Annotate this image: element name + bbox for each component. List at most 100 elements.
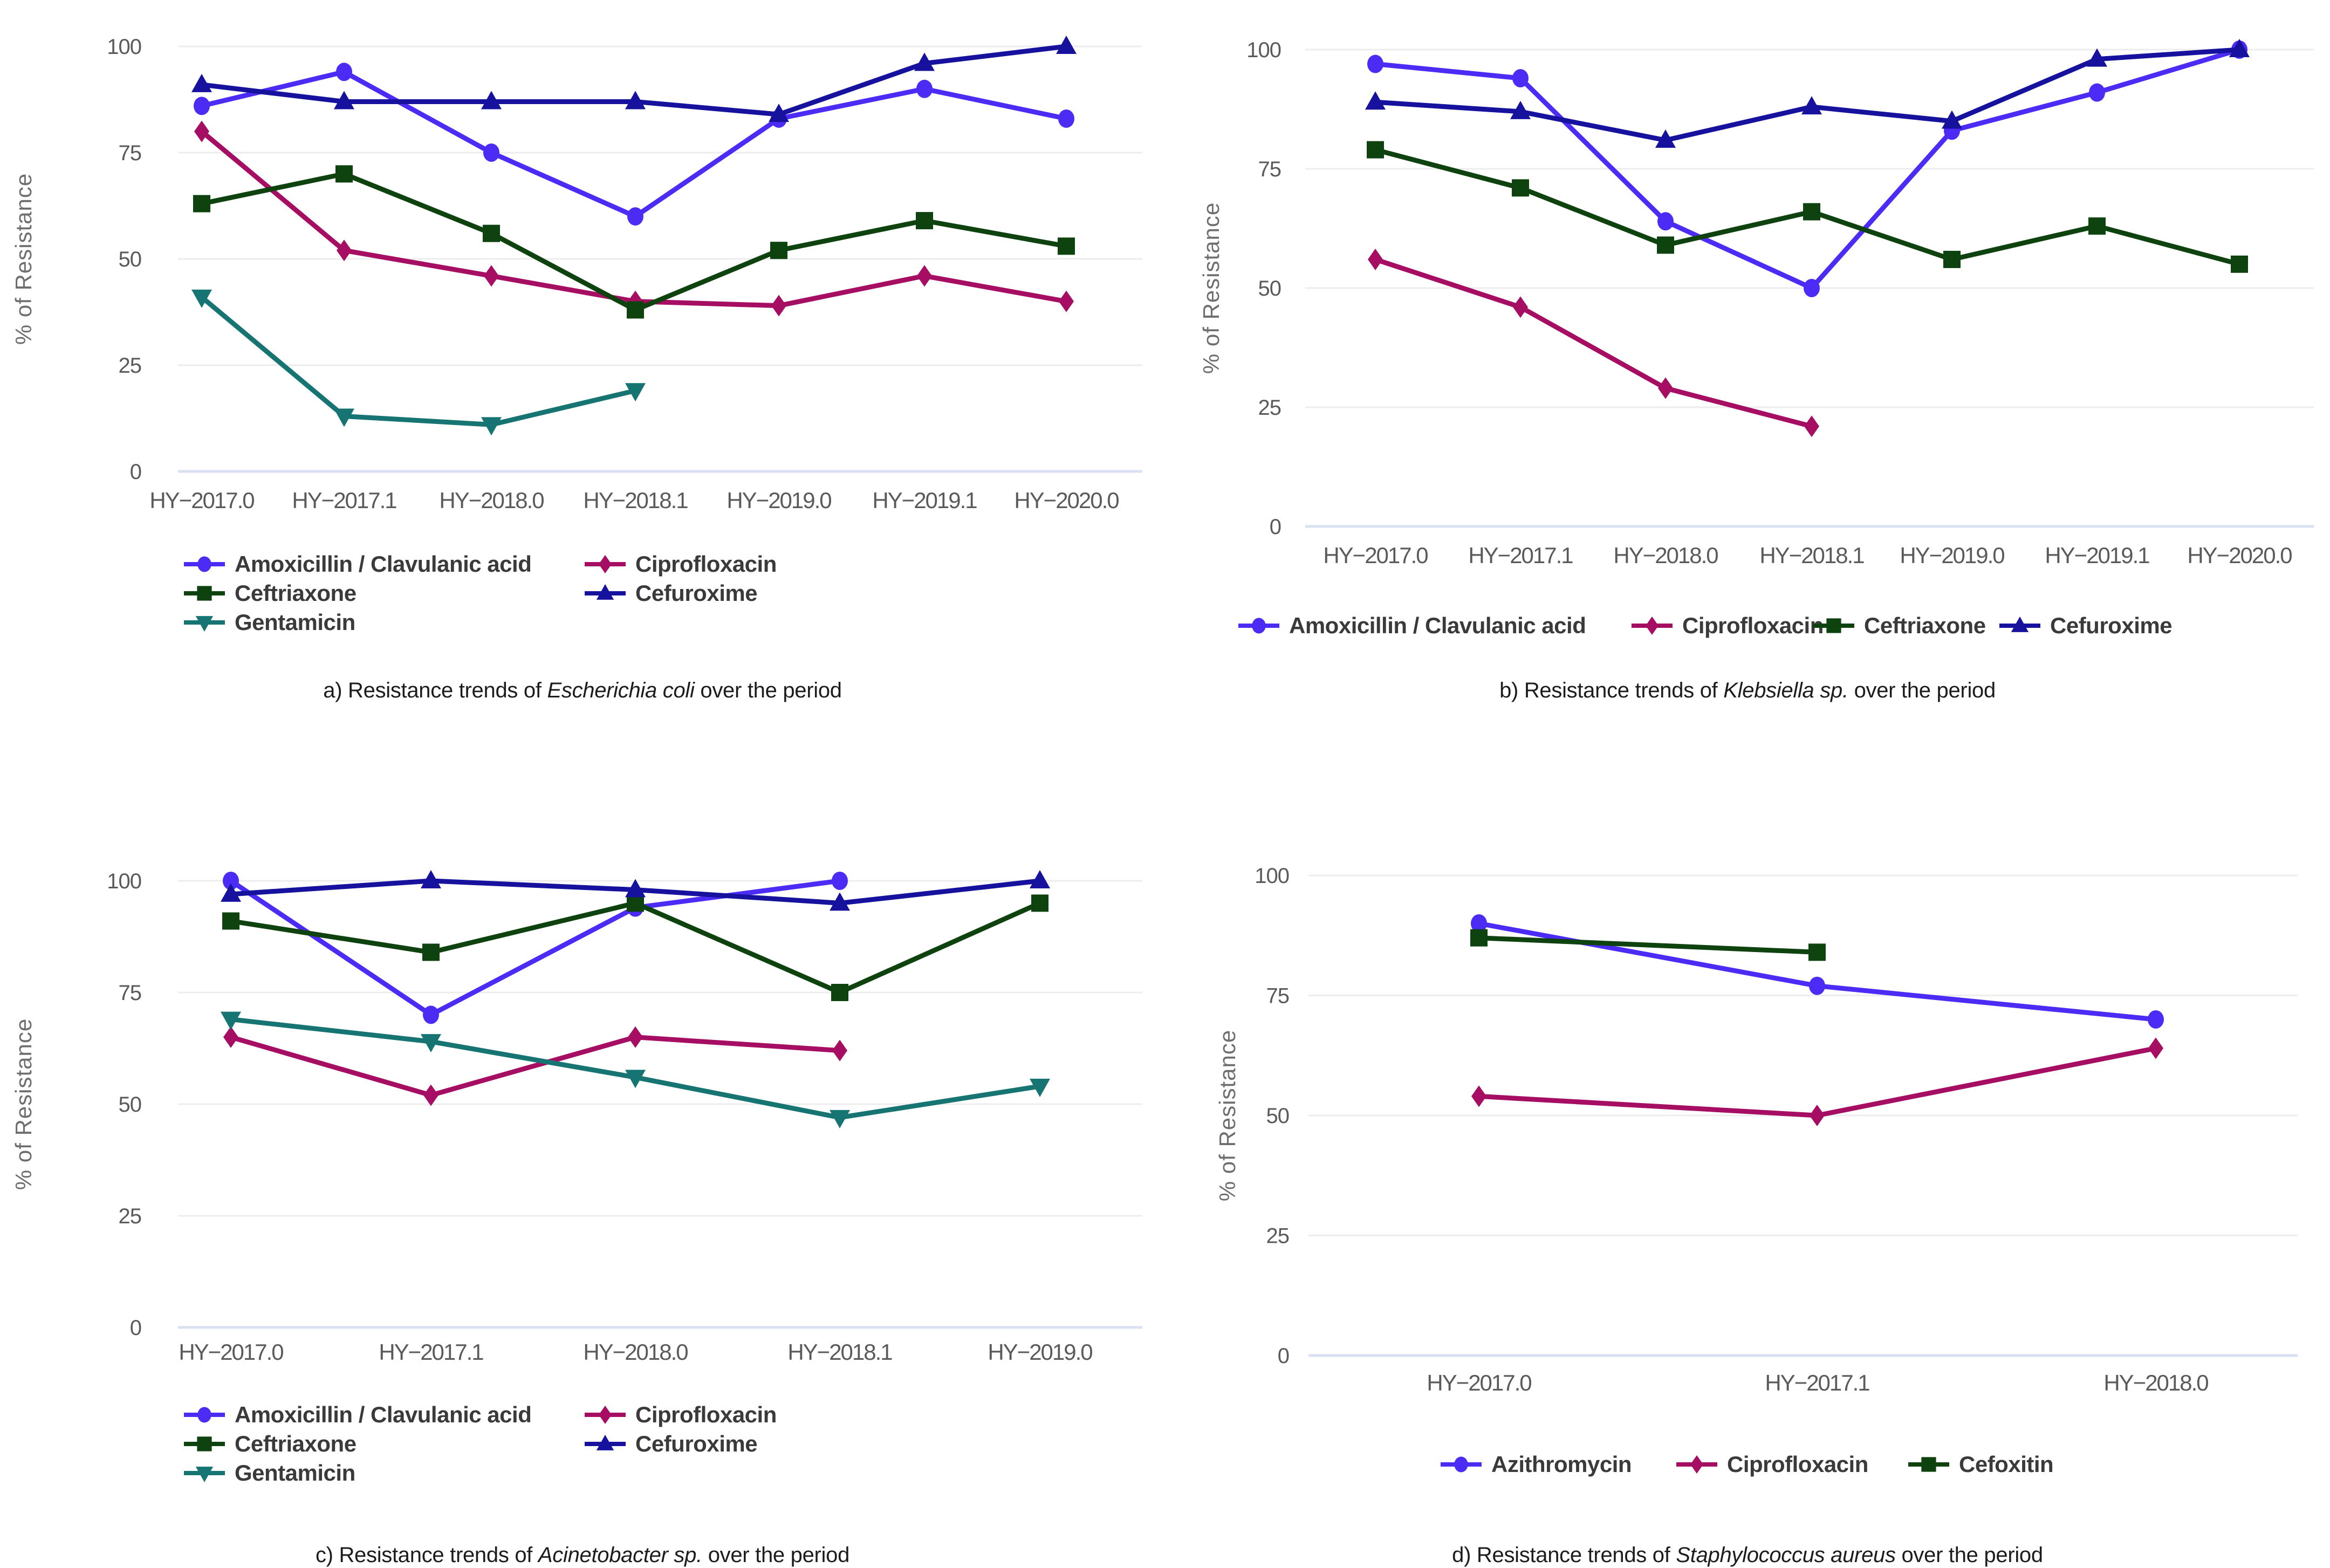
panel-klebsiella-sp: 0 25 50 75 100 HY−2017.0 HY−2017.1 HY−2018.0 HY−… (1165, 0, 2330, 784)
chart-b-plot: 0 25 50 75 100 HY−2017.0 HY−2017.1 HY−2018.0 HY−… (1198, 38, 2314, 568)
data-point-marker (1804, 279, 1820, 297)
data-point-marker (483, 143, 499, 162)
data-point-marker (1030, 870, 1050, 888)
y-tick-label: 100 (1255, 864, 1289, 888)
data-point-marker (193, 195, 210, 213)
x-tick-label: HY−2017.1 (292, 488, 396, 513)
data-point-marker (423, 1005, 439, 1024)
y-axis-title: % of Resistance (1215, 1030, 1240, 1201)
data-point-marker (1056, 36, 1077, 54)
chart-c-plot: 0 25 50 75 100 HY−2017.0 HY−2017.1 HY−2018.0 HY−… (11, 869, 1142, 1365)
data-point-marker (625, 1070, 646, 1088)
x-tick-label: HY−2018.0 (583, 1339, 688, 1365)
y-axis-title: % of Resistance (1198, 202, 1224, 374)
y-tick-label: 25 (1266, 1224, 1290, 1248)
data-point-marker (1803, 203, 1820, 221)
data-point-marker (423, 1084, 438, 1106)
data-point-marker (2089, 83, 2105, 102)
data-point-marker (421, 870, 441, 888)
x-tick-label: HY−2018.1 (1759, 543, 1864, 568)
x-tick-label: HY−2018.1 (583, 488, 688, 513)
x-tick-label: HY−2017.0 (149, 488, 254, 513)
x-tick-label: HY−2020.0 (1014, 488, 1119, 513)
series-line (230, 1035, 840, 1098)
x-tick-label: HY−2017.1 (379, 1339, 483, 1365)
data-point-marker (1471, 914, 1487, 933)
caption-prefix: a) Resistance trends of (323, 679, 547, 702)
data-point-marker (1808, 943, 1826, 961)
x-tick-label: HY−2019.0 (727, 488, 831, 513)
y-tick-label: 0 (130, 460, 141, 484)
x-tick-label: HY−2019.1 (872, 488, 977, 513)
x-tick-label: HY−2018.0 (439, 488, 544, 513)
data-point-marker (2229, 39, 2250, 57)
data-point-marker (2231, 255, 2248, 273)
x-tick-label: HY−2017.0 (1323, 543, 1428, 568)
caption-suffix: over the period (694, 679, 842, 702)
caption-suffix: over the period (1895, 1543, 2043, 1567)
data-point-marker (334, 408, 354, 427)
data-point-marker (1058, 109, 1074, 128)
data-point-marker (625, 383, 646, 402)
data-point-marker (1513, 296, 1528, 318)
y-tick-label: 50 (1266, 1104, 1290, 1128)
data-point-marker (627, 301, 644, 319)
caption-prefix: b) Resistance trends of (1499, 679, 1724, 702)
x-tick-label: HY−2020.0 (2187, 543, 2292, 568)
data-point-marker (916, 212, 933, 230)
chart-a-caption: a) Resistance trends of Escherichia coli… (0, 676, 1165, 704)
data-point-marker (221, 883, 241, 902)
panel-acinetobacter-sp: 0 25 50 75 100 HY−2017.0 HY−2017.1 HY−2018.0 HY−… (0, 784, 1165, 1568)
y-tick-label: 25 (119, 354, 142, 378)
data-point-marker (1365, 91, 1386, 110)
data-point-marker (1810, 1105, 1825, 1126)
x-tick-label: HY−2018.1 (787, 1339, 892, 1365)
data-point-marker (832, 872, 848, 890)
data-point-marker (1368, 248, 1383, 270)
data-point-marker (222, 912, 239, 930)
y-tick-label: 75 (119, 141, 142, 165)
data-point-marker (223, 872, 239, 890)
data-point-marker (421, 1034, 441, 1053)
data-point-marker (334, 91, 354, 109)
chart-d-caption: d) Resistance trends of Staphylococcus a… (1165, 1541, 2330, 1568)
data-point-marker (1510, 100, 1531, 119)
y-tick-label: 25 (1258, 396, 1282, 420)
data-point-marker (1655, 129, 1676, 148)
data-point-marker (627, 894, 644, 912)
data-point-marker (2087, 48, 2107, 67)
data-point-marker (831, 984, 848, 1001)
data-point-marker (917, 265, 932, 287)
series-line (1375, 47, 2240, 143)
data-point-marker (770, 242, 787, 259)
data-point-marker (1470, 929, 1488, 947)
data-point-marker (191, 73, 212, 92)
y-tick-label: 25 (119, 1204, 142, 1228)
data-point-marker (194, 97, 210, 115)
x-tick-label: HY−2019.0 (1900, 543, 2004, 568)
data-point-marker (627, 207, 643, 226)
data-point-marker (914, 52, 935, 71)
data-point-marker (481, 91, 502, 109)
data-point-marker (1059, 290, 1074, 312)
data-point-marker (1943, 250, 1961, 268)
data-point-marker (1367, 54, 1383, 73)
y-tick-label: 75 (1258, 158, 1282, 181)
data-point-marker (335, 165, 353, 183)
chart-c-caption: c) Resistance trends of Acinetobacter sp… (0, 1541, 1165, 1568)
data-point-marker (1804, 415, 1819, 437)
caption-prefix: c) Resistance trends of (315, 1543, 538, 1567)
y-axis-title: % of Resistance (11, 1018, 36, 1190)
caption-prefix: d) Resistance trends of (1452, 1543, 1676, 1567)
data-point-marker (1658, 377, 1673, 399)
chart-b-caption: b) Resistance trends of Klebsiella sp. o… (1165, 676, 2330, 704)
y-axis-title: % of Resistance (11, 173, 36, 345)
data-point-marker (1512, 69, 1529, 88)
panel-escherichia-coli: 0 25 50 75 100 HY−2017.0 HY−2017.1 HY−2018.0 HY−… (0, 0, 1165, 784)
chart-d-plot: 0 25 50 75 100 HY−2017.0 HY−2017.1 HY−2018.0 % o… (1215, 864, 2298, 1395)
data-point-marker (1471, 1085, 1486, 1107)
y-tick-label: 75 (119, 981, 142, 1005)
data-point-marker (481, 417, 502, 436)
y-tick-label: 100 (107, 35, 141, 59)
data-point-marker (1657, 212, 1674, 231)
